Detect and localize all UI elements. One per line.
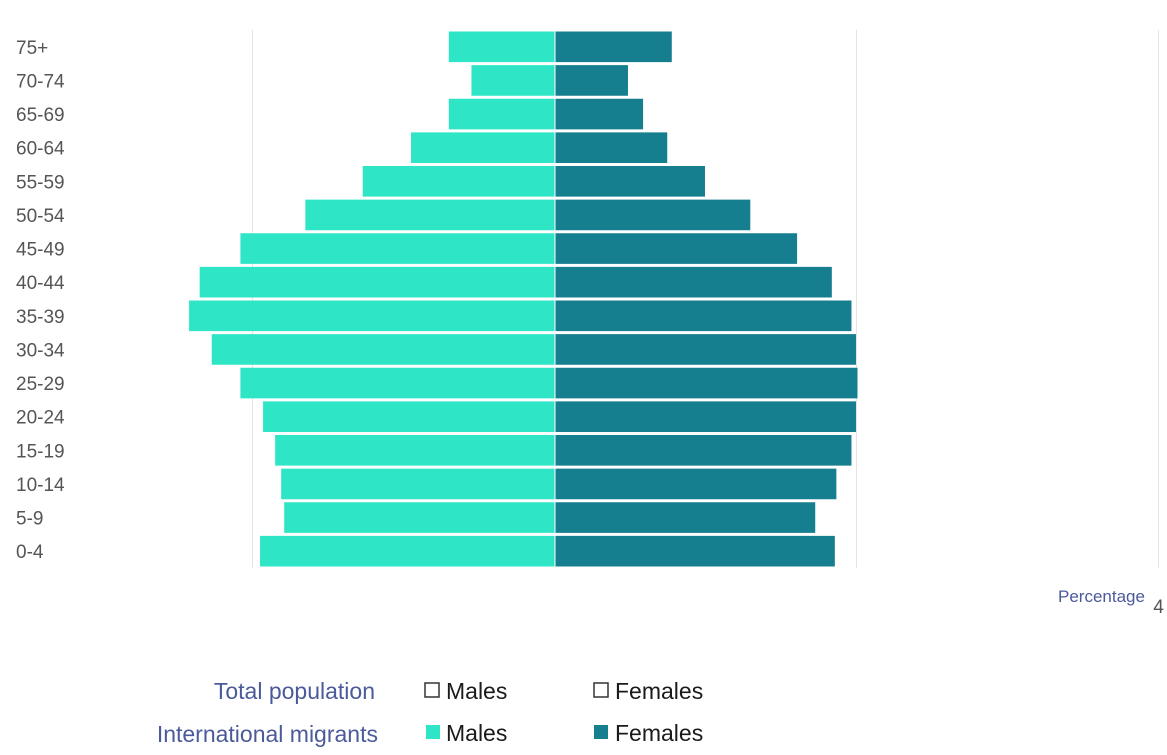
legend-row-total-population: Total population xyxy=(214,678,375,704)
bar-migrant-females-50-54 xyxy=(555,199,751,231)
category-label: 15-19 xyxy=(16,441,65,462)
bar-migrant-males-20-24 xyxy=(263,401,555,432)
bar-layer xyxy=(189,31,858,567)
bar-migrant-males-70-74 xyxy=(471,65,555,96)
legend-swatch-migrant-females xyxy=(594,725,608,739)
legend-label-migrant-males: Males xyxy=(446,720,507,746)
bar-migrant-males-45-49 xyxy=(240,233,555,264)
bar-migrant-males-15-19 xyxy=(275,435,555,466)
bar-migrant-males-10-14 xyxy=(281,468,555,500)
legend: Total population Males Females Internati… xyxy=(157,678,703,747)
category-label: 55-59 xyxy=(16,172,65,193)
category-label: 75+ xyxy=(16,38,48,59)
bar-migrant-females-70-74 xyxy=(555,65,628,96)
category-label: 20-24 xyxy=(16,408,65,429)
bar-migrant-males-60-64 xyxy=(411,132,555,163)
x-tick-layer: 6446 xyxy=(1153,597,1164,618)
bar-migrant-males-0-4 xyxy=(260,535,555,567)
bar-migrant-females-40-44 xyxy=(555,266,832,298)
bar-migrant-males-30-34 xyxy=(211,334,555,365)
category-label: 65-69 xyxy=(16,105,65,126)
bar-migrant-males-50-54 xyxy=(305,199,555,231)
bar-migrant-females-55-59 xyxy=(555,166,705,197)
bar-migrant-females-25-29 xyxy=(555,367,858,399)
legend-label-migrant-females: Females xyxy=(615,720,703,746)
bar-migrant-females-45-49 xyxy=(555,233,798,264)
bar-migrant-males-75+ xyxy=(448,31,555,63)
bar-migrant-females-0-4 xyxy=(555,535,835,567)
category-label: 25-29 xyxy=(16,374,65,395)
legend-row-international-migrants: International migrants xyxy=(157,721,378,747)
category-label: 40-44 xyxy=(16,273,65,294)
bar-migrant-males-65-69 xyxy=(448,98,555,130)
bar-migrant-males-5-9 xyxy=(284,502,555,533)
bar-migrant-females-60-64 xyxy=(555,132,668,163)
bar-migrant-females-30-34 xyxy=(555,334,856,365)
legend-label-total-females: Females xyxy=(615,678,703,704)
category-label: 0-4 xyxy=(16,542,44,563)
bar-migrant-females-35-39 xyxy=(555,300,852,332)
legend-swatch-total-males xyxy=(424,682,440,698)
category-label: 35-39 xyxy=(16,307,65,328)
bar-migrant-females-5-9 xyxy=(555,502,816,533)
legend-label-total-males: Males xyxy=(446,678,507,704)
bar-migrant-males-55-59 xyxy=(362,166,555,197)
bar-migrant-females-65-69 xyxy=(555,98,644,130)
category-label-layer: 75+ 70-74 65-69 60-64 55-59 50-54 45-49 40-44 35… xyxy=(16,38,65,563)
bar-migrant-females-10-14 xyxy=(555,468,837,500)
category-label: 50-54 xyxy=(16,206,65,227)
category-label: 70-74 xyxy=(16,71,65,92)
x-axis-title: Percentage xyxy=(1058,587,1145,606)
legend-swatch-migrant-males xyxy=(426,725,440,739)
category-label: 5-9 xyxy=(16,509,43,530)
x-tick-label: 4 xyxy=(1153,597,1164,618)
bar-migrant-males-40-44 xyxy=(199,266,555,298)
category-label: 30-34 xyxy=(16,340,65,361)
bar-migrant-males-35-39 xyxy=(189,300,555,332)
bar-migrant-females-75+ xyxy=(555,31,672,63)
legend-swatch-total-females xyxy=(593,682,609,698)
category-label: 45-49 xyxy=(16,240,65,261)
bar-migrant-males-25-29 xyxy=(240,367,555,399)
grid-layer xyxy=(252,30,1159,568)
category-label: 60-64 xyxy=(16,139,65,160)
bar-migrant-females-20-24 xyxy=(555,401,856,432)
category-label: 10-14 xyxy=(16,475,65,496)
bar-migrant-females-15-19 xyxy=(555,435,852,466)
